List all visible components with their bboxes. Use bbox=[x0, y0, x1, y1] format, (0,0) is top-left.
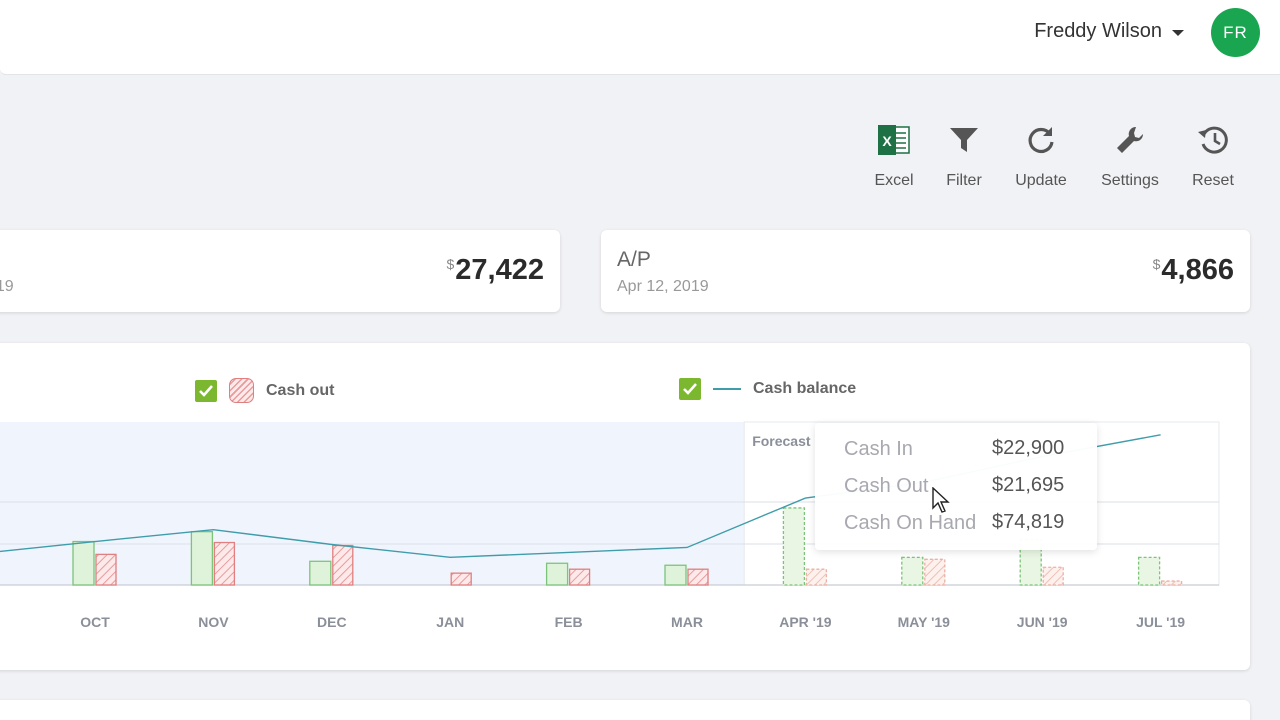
caret-down-icon bbox=[1172, 29, 1184, 36]
tooltip-row-cash-out: Cash Out $21,695 bbox=[844, 474, 1065, 497]
kpi-card: 019 $27,422 bbox=[0, 230, 560, 312]
cash-in-bar bbox=[309, 560, 332, 586]
cash-out-bar bbox=[332, 544, 354, 586]
x-tick-label: OCT bbox=[80, 614, 110, 630]
cash-in-bar bbox=[545, 562, 569, 586]
checkbox-checked-icon[interactable] bbox=[195, 379, 217, 402]
funnel-icon bbox=[924, 122, 1004, 158]
settings-label: Settings bbox=[1101, 172, 1159, 189]
legend-cash-out[interactable]: Cash out bbox=[195, 378, 334, 403]
cash-in-bar bbox=[664, 564, 687, 586]
cash-out-bar bbox=[924, 558, 946, 586]
cash-out-bar bbox=[1042, 566, 1064, 586]
next-card bbox=[0, 700, 1250, 720]
update-button[interactable]: Update bbox=[1001, 122, 1081, 190]
reset-label: Reset bbox=[1192, 172, 1234, 189]
settings-button[interactable]: Settings bbox=[1090, 122, 1170, 190]
user-menu[interactable]: Freddy Wilson bbox=[1034, 20, 1184, 43]
legend-cash-balance[interactable]: Cash balance bbox=[679, 378, 856, 400]
top-bar: Freddy Wilson FR bbox=[0, 0, 1280, 75]
kpi-value: $4,866 bbox=[1152, 254, 1234, 286]
cash-in-bar bbox=[901, 556, 924, 586]
kpi-date: Apr 12, 2019 bbox=[617, 278, 709, 295]
excel-icon: X bbox=[854, 122, 934, 158]
filter-button[interactable]: Filter bbox=[924, 122, 1004, 190]
legend-label: Cash balance bbox=[753, 380, 857, 397]
tooltip-row-cash-in: Cash In $22,900 bbox=[844, 437, 1065, 460]
x-tick-label: JAN bbox=[436, 614, 464, 630]
user-name: Freddy Wilson bbox=[1034, 20, 1162, 42]
refresh-icon bbox=[1001, 122, 1081, 158]
forecast-label: Forecast bbox=[752, 433, 811, 449]
cash-out-bar bbox=[568, 568, 591, 586]
kpi-value: $27,422 bbox=[446, 254, 545, 286]
tooltip-row-cash-on-hand: Cash On Hand $74,819 bbox=[844, 511, 1065, 534]
excel-label: Excel bbox=[874, 172, 914, 189]
excel-button[interactable]: X Excel bbox=[854, 122, 934, 190]
wrench-icon bbox=[1090, 122, 1170, 158]
cash-in-bar bbox=[782, 507, 806, 586]
svg-text:X: X bbox=[882, 133, 892, 149]
history-icon bbox=[1173, 122, 1253, 158]
reset-button[interactable]: Reset bbox=[1173, 122, 1253, 190]
cash-in-bar bbox=[1137, 556, 1161, 586]
x-tick-label: JUL '19 bbox=[1136, 614, 1185, 630]
cash-in-bar bbox=[72, 540, 95, 586]
x-tick-label: DEC bbox=[317, 614, 347, 630]
x-tick-label: JUN '19 bbox=[1017, 614, 1068, 630]
cash-in-bar bbox=[190, 531, 214, 586]
checkbox-checked-icon[interactable] bbox=[679, 378, 701, 400]
x-tick-label: NOV bbox=[198, 614, 229, 630]
x-tick-label: MAY '19 bbox=[898, 614, 951, 630]
kpi-card-ap: A/P Apr 12, 2019 $4,866 bbox=[601, 230, 1250, 312]
cash-out-bar bbox=[95, 553, 117, 586]
cash-out-bar bbox=[805, 568, 828, 586]
cash-balance-swatch-icon bbox=[713, 388, 741, 390]
x-tick-label: FEB bbox=[555, 614, 583, 630]
legend-label: Cash out bbox=[266, 381, 335, 399]
cash-out-bar bbox=[1160, 580, 1183, 586]
toolbar: X Excel Filter Update Settings bbox=[860, 122, 1260, 192]
update-label: Update bbox=[1015, 172, 1067, 189]
x-tick-label: MAR bbox=[671, 614, 703, 630]
cash-out-bar bbox=[450, 572, 472, 586]
actuals-region bbox=[0, 422, 745, 585]
chart-tooltip: Cash In $22,900 Cash Out $21,695 Cash On… bbox=[815, 423, 1097, 550]
kpi-date: 019 bbox=[0, 278, 14, 295]
avatar[interactable]: FR bbox=[1211, 8, 1260, 57]
cash-out-swatch-icon bbox=[229, 378, 254, 403]
kpi-title: A/P bbox=[617, 248, 651, 271]
filter-label: Filter bbox=[946, 172, 982, 189]
mouse-pointer-icon bbox=[932, 486, 950, 520]
cash-out-bar bbox=[213, 541, 236, 586]
x-tick-label: APR '19 bbox=[779, 614, 832, 630]
cash-out-bar bbox=[687, 568, 709, 586]
